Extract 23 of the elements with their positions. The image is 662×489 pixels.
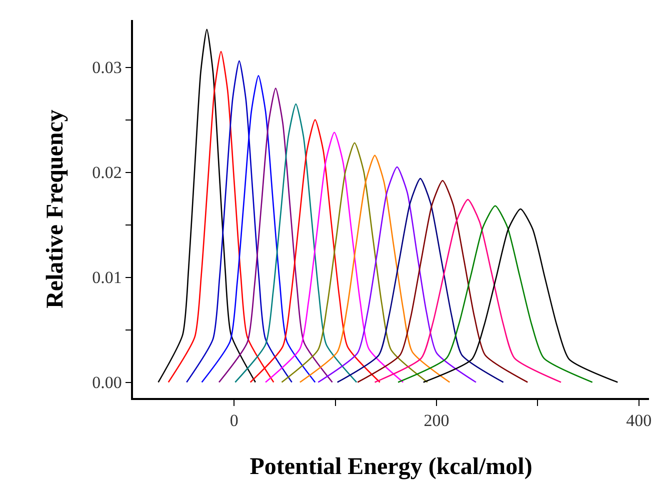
line-series — [356, 180, 528, 383]
y-tick-label: 0.02 — [92, 163, 122, 182]
line-series — [186, 60, 292, 383]
line-series — [422, 208, 618, 383]
y-tick-label: 0.00 — [92, 373, 122, 392]
x-axis-title: Potential Energy (kcal/mol) — [250, 454, 532, 480]
y-tick-label: 0.03 — [92, 58, 122, 78]
x-tick-label: 400 — [626, 411, 652, 430]
line-series — [374, 198, 562, 383]
line-series — [318, 166, 477, 383]
line-series — [201, 75, 316, 383]
line-series — [264, 132, 404, 383]
line-series — [336, 178, 504, 383]
x-tick-label: 200 — [424, 411, 450, 430]
x-tick-label: 0 — [230, 411, 238, 430]
line-series — [234, 103, 358, 383]
y-tick-label: 0.01 — [92, 268, 122, 288]
y-axis-title: Relative Frequency — [42, 110, 69, 308]
line-series — [397, 205, 593, 383]
line-series — [281, 142, 428, 383]
line-series — [299, 154, 450, 383]
line-series — [158, 28, 256, 383]
line-series — [218, 88, 333, 383]
